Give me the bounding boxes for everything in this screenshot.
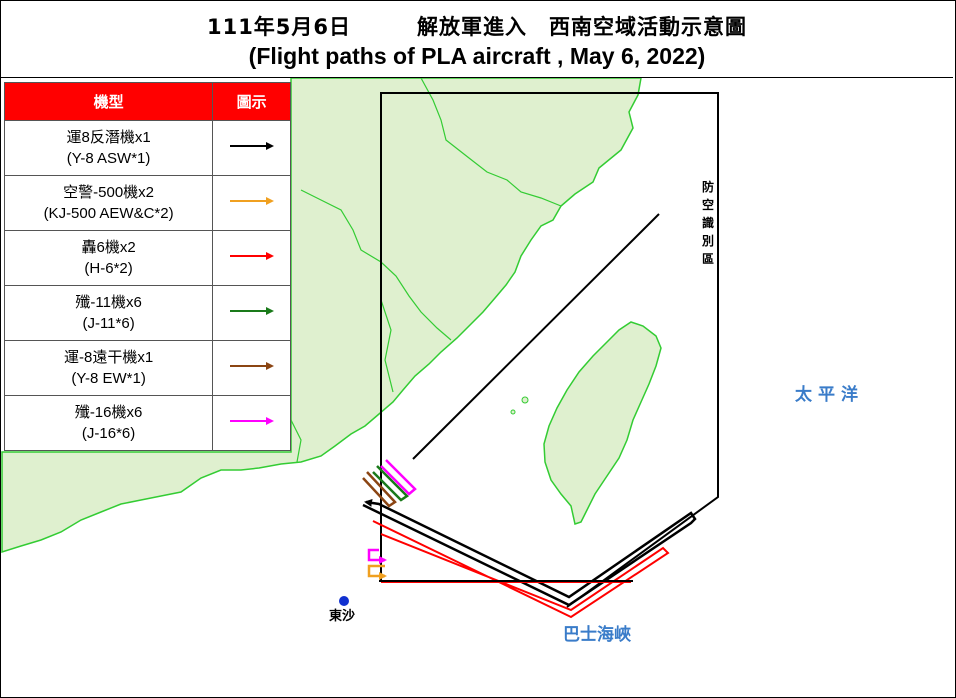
legend-aircraft-en: (KJ-500 AEW&C*2) [43, 205, 174, 222]
legend-row: 運8反潛機x1 (Y-8 ASW*1) [3, 120, 291, 176]
province-border-line [290, 419, 302, 463]
mainland-china-landmass [1, 78, 642, 554]
dongsha-label: 東沙 [329, 609, 356, 624]
adiz-boundary-line [380, 92, 719, 608]
legend-row: 運-8遠干機x1 (Y-8 EW*1) [3, 340, 291, 396]
map-canvas [1, 78, 719, 619]
legend-symbol [212, 395, 291, 451]
legend-row: 轟6機x2 (H-6*2) [3, 230, 291, 286]
legend-aircraft-name: 運8反潛機x1 (Y-8 ASW*1) [3, 120, 214, 176]
legend-aircraft-zh: 殲-11機x6 [75, 294, 142, 311]
legend-aircraft-zh: 運8反潛機x1 [66, 129, 151, 146]
legend-row: 殲-16機x6 (J-16*6) [3, 395, 291, 451]
legend-aircraft-zh: 空警-500機x2 [63, 184, 155, 201]
j16-flight-path [367, 548, 387, 564]
legend-symbol [212, 120, 291, 176]
red-arrow-icon [229, 252, 274, 260]
legend-aircraft-zh: 轟6機x2 [81, 239, 136, 256]
taiwan-island [543, 321, 662, 525]
small-island [510, 409, 516, 415]
legend-aircraft-name: 轟6機x2 (H-6*2) [3, 230, 214, 286]
green-arrow-icon [229, 307, 274, 315]
title-english: (Flight paths of PLA aircraft , May 6, 2… [248, 43, 706, 69]
y8-ew-flight-path [362, 471, 397, 508]
legend-symbol [212, 230, 291, 286]
legend-aircraft-en: (Y-8 EW*1) [71, 370, 146, 387]
province-border-line [380, 299, 394, 393]
title-box: 111年5月6日 解放軍進入 西南空域活動示意圖 (Flight paths o… [1, 1, 953, 78]
y8-asw-flight-path [362, 498, 697, 607]
adiz-label: 防空識別區 [701, 180, 714, 266]
legend-aircraft-name: 運-8遠干機x1 (Y-8 EW*1) [3, 340, 214, 396]
legend-symbol [212, 340, 291, 396]
legend-row: 殲-11機x6 (J-11*6) [3, 285, 291, 341]
penghu-island [521, 396, 529, 404]
h6-flight-path [372, 520, 670, 619]
pacific-ocean-label: 太平洋 [795, 385, 864, 405]
kj500-flight-path [367, 564, 387, 580]
black-arrow-icon [229, 142, 274, 150]
legend-aircraft-name: 空警-500機x2 (KJ-500 AEW&C*2) [3, 175, 214, 231]
legend-header-type: 機型 [3, 82, 214, 121]
legend-symbol [212, 285, 291, 341]
legend-header-symbol: 圖示 [212, 82, 291, 121]
legend-aircraft-zh: 殲-16機x6 [74, 404, 143, 421]
y8-asw-diagonal-path [412, 213, 660, 460]
legend-aircraft-en: (Y-8 ASW*1) [66, 150, 151, 167]
magenta-arrow-icon [229, 417, 274, 425]
legend-symbol [212, 175, 291, 231]
legend-aircraft-en: (H-6*2) [84, 260, 133, 277]
title-chinese: 111年5月6日 解放軍進入 西南空域活動示意圖 [206, 15, 748, 39]
legend-aircraft-en: (J-16*6) [81, 425, 136, 442]
bashi-channel-label: 巴士海峽 [563, 625, 631, 645]
dongsha-island-marker [339, 596, 349, 606]
aircraft-legend: 機型 圖示 運8反潛機x1 (Y-8 ASW*1) 空警-500機x2 (KJ-… [3, 82, 291, 451]
legend-aircraft-en: (J-11*6) [82, 315, 135, 332]
legend-aircraft-name: 殲-11機x6 (J-11*6) [3, 285, 214, 341]
j16-flight-path [380, 459, 417, 496]
orange-arrow-icon [229, 197, 274, 205]
legend-aircraft-name: 殲-16機x6 (J-16*6) [3, 395, 214, 451]
brown-arrow-icon [229, 362, 274, 370]
legend-aircraft-zh: 運-8遠干機x1 [63, 349, 154, 366]
legend-row: 空警-500機x2 (KJ-500 AEW&C*2) [3, 175, 291, 231]
j11-flight-path [372, 465, 409, 502]
province-border-line [420, 78, 562, 207]
